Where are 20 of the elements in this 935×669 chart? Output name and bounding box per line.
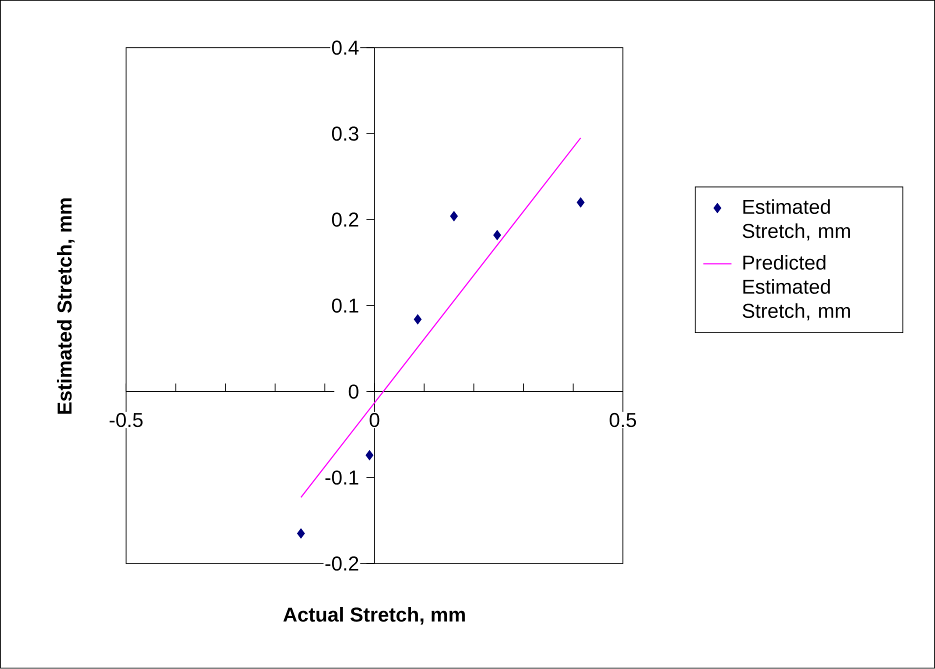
y-tick-label: 0.4	[332, 40, 359, 56]
point	[450, 211, 458, 222]
x-tick-label: -0.5	[110, 413, 143, 428]
x-axis-title: Actual Stretch, mm	[283, 607, 465, 625]
y-tick-label: -0.1	[325, 470, 358, 485]
point	[414, 314, 422, 325]
x-tick-label: 0.5	[610, 413, 636, 428]
point	[576, 197, 585, 208]
legend-label: Predicted Estimated Stretch, mm	[742, 255, 850, 321]
y-tick-label: 0.2	[332, 212, 358, 227]
y-tick-label: 0	[348, 384, 358, 399]
y-tick-label: -0.2	[325, 556, 358, 571]
y-tick-label: 0.3	[332, 126, 358, 141]
point	[493, 230, 502, 241]
y-axis-title: Estimated Stretch, mm	[56, 198, 75, 414]
point	[296, 528, 305, 539]
x-tick-label: 0	[370, 413, 380, 428]
point	[366, 450, 374, 461]
y-tick-label: 0.1	[332, 298, 358, 313]
legend-label: Estimated Stretch, mm	[742, 199, 850, 241]
